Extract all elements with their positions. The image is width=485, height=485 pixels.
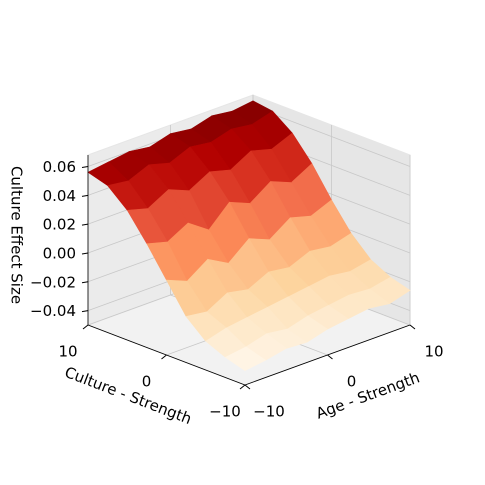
x-axis-label: Age - Strength xyxy=(314,368,422,422)
tick-mark xyxy=(82,324,89,330)
tick-mark xyxy=(244,384,251,390)
y-axis-label: Culture - Strength xyxy=(62,363,194,428)
x-tick-label: 10 xyxy=(424,343,443,361)
tick-mark xyxy=(81,252,89,255)
tick-mark xyxy=(409,324,416,330)
tick-mark xyxy=(239,384,246,390)
y-tick-label: 10 xyxy=(58,343,77,361)
x-tick-label: 0 xyxy=(347,373,357,391)
z-tick-label: 0.00 xyxy=(43,244,76,262)
tick-mark xyxy=(81,166,89,169)
surface xyxy=(87,100,411,371)
z-tick-label: 0.04 xyxy=(43,187,76,205)
z-tick-label: 0.06 xyxy=(43,158,76,176)
surface-patch xyxy=(224,346,267,371)
tick-mark xyxy=(81,194,89,197)
tick-mark xyxy=(81,310,89,313)
axes: −10 0 10 −10 0 10 −0.04 −0.02 0.00 0.02 0.04 0.06 xyxy=(30,155,444,421)
z-axis-label: Culture Effect Size xyxy=(8,166,26,304)
z-tick-label: 0.02 xyxy=(43,216,76,234)
tick-mark xyxy=(327,354,333,360)
tick-mark xyxy=(81,281,89,284)
tick-mark xyxy=(81,223,89,226)
tick-mark xyxy=(161,354,167,360)
y-tick-label: −10 xyxy=(209,403,241,421)
x-tick-label: −10 xyxy=(253,403,285,421)
y-tick-label: 0 xyxy=(142,373,152,391)
x-axis-line xyxy=(244,324,411,386)
z-tick-label: −0.02 xyxy=(30,273,76,291)
y-axis-line xyxy=(87,324,246,386)
grid-line xyxy=(252,106,411,167)
z-tick-label: −0.04 xyxy=(30,302,76,320)
